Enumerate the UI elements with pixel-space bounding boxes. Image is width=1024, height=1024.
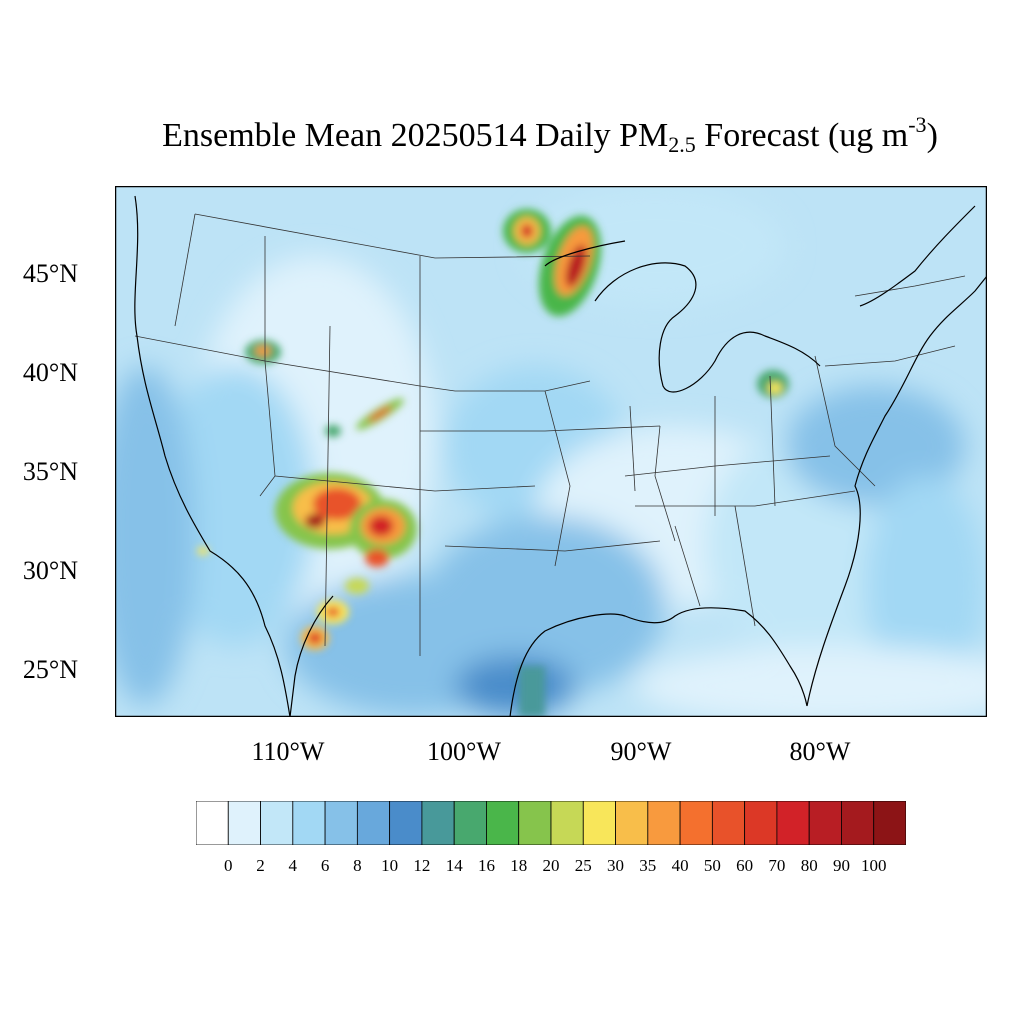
- lon-label-100w: 100°W: [427, 737, 501, 766]
- colorbar-swatch: [744, 801, 778, 845]
- lat-label-30: 30°N: [22, 556, 78, 585]
- colorbar-swatch: [453, 801, 487, 845]
- colorbar-swatch: [582, 801, 616, 845]
- colorbar-swatch: [647, 801, 681, 845]
- colorbar: [196, 801, 906, 845]
- colorbar-label: 80: [800, 856, 818, 875]
- colorbar-label: 30: [607, 856, 624, 875]
- colorbar-swatch: [292, 801, 326, 845]
- colorbar-label: 100: [860, 856, 887, 875]
- colorbar-swatch: [873, 801, 906, 845]
- colorbar-label: 90: [833, 856, 850, 875]
- colorbar-swatch: [356, 801, 391, 845]
- lon-label-90w: 90°W: [610, 737, 672, 766]
- lat-label-25: 25°N: [22, 655, 78, 684]
- colorbar-label: 6: [320, 856, 330, 875]
- lon-label-110w: 110°W: [251, 737, 325, 766]
- colorbar-swatch: [841, 801, 875, 845]
- colorbar-swatch: [808, 801, 842, 845]
- map-title: Ensemble Mean 20250514 Daily PM2.5 Forec…: [162, 112, 938, 157]
- colorbar-swatch: [518, 801, 552, 845]
- colorbar-label: 14: [445, 856, 463, 875]
- colorbar-swatch: [550, 801, 584, 845]
- colorbar-label: 20: [542, 856, 560, 875]
- map-frame: [115, 186, 987, 717]
- lat-label-35: 35°N: [22, 457, 78, 486]
- colorbar-label: 10: [381, 856, 399, 875]
- colorbar-label: 25: [574, 856, 592, 875]
- lon-label-80w: 80°W: [789, 737, 851, 766]
- colorbar-swatch: [486, 801, 520, 845]
- pm25-map: [115, 186, 987, 717]
- colorbar-swatch: [196, 801, 229, 845]
- colorbar-label: 8: [353, 856, 362, 875]
- colorbar-label: 60: [736, 856, 754, 875]
- lat-label-40: 40°N: [22, 358, 78, 387]
- colorbar-label: 12: [413, 856, 431, 875]
- colorbar-swatch: [615, 801, 649, 845]
- colorbar-label: 18: [510, 856, 528, 875]
- colorbar-swatch: [324, 801, 358, 845]
- colorbar-swatch: [227, 801, 261, 845]
- colorbar-label: 50: [703, 856, 721, 875]
- colorbar-label: 4: [288, 856, 298, 875]
- colorbar-label: 35: [639, 856, 657, 875]
- colorbar-swatch: [421, 801, 455, 845]
- lat-label-45: 45°N: [22, 259, 78, 288]
- colorbar-label: 0: [224, 856, 233, 875]
- colorbar-label: 40: [671, 856, 689, 875]
- smoke-plumes: [197, 209, 789, 717]
- colorbar-swatch: [711, 801, 746, 845]
- colorbar-label: 16: [478, 856, 495, 875]
- colorbar-swatch: [776, 801, 810, 845]
- colorbar-label: 2: [256, 856, 265, 875]
- map-panel: [115, 186, 987, 717]
- colorbar-swatch: [389, 801, 423, 845]
- colorbar-swatch: [260, 801, 294, 845]
- colorbar-label: 70: [768, 856, 786, 875]
- coastlines: [134, 195, 987, 717]
- colorbar-swatch: [679, 801, 713, 845]
- state-boundaries: [134, 213, 966, 656]
